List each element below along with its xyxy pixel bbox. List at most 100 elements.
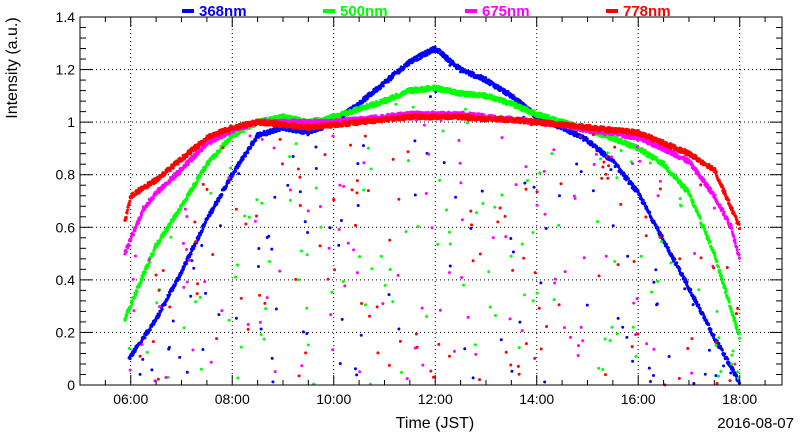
data-point — [330, 290, 334, 294]
data-point — [337, 243, 341, 247]
data-point — [438, 178, 442, 182]
data-point — [577, 344, 580, 348]
data-point — [625, 335, 629, 339]
data-point — [609, 168, 613, 172]
data-point — [318, 205, 322, 209]
data-point — [298, 190, 302, 194]
data-point — [724, 290, 728, 294]
data-point — [260, 137, 264, 141]
data-point — [242, 130, 246, 134]
data-point — [650, 290, 654, 294]
data-point — [288, 188, 292, 192]
series-368nm — [127, 45, 742, 386]
data-point — [366, 146, 370, 150]
data-point — [270, 247, 274, 251]
data-point — [234, 316, 238, 320]
data-point — [188, 192, 192, 196]
data-point — [539, 281, 543, 285]
data-point — [448, 242, 452, 246]
data-point — [413, 193, 417, 197]
data-point — [274, 307, 278, 311]
data-point — [379, 86, 383, 90]
data-point — [504, 93, 508, 97]
data-point — [209, 191, 213, 195]
data-point — [698, 307, 702, 311]
data-point — [354, 367, 358, 371]
data-point — [636, 145, 639, 149]
data-point — [666, 246, 670, 250]
data-point — [471, 376, 475, 380]
data-point — [405, 377, 409, 381]
data-point — [634, 354, 638, 358]
data-point — [703, 372, 707, 376]
data-point — [338, 362, 342, 366]
data-point — [341, 280, 345, 284]
data-point — [647, 366, 651, 370]
data-point — [390, 76, 394, 80]
data-point — [416, 225, 420, 229]
data-point — [314, 145, 318, 149]
data-point — [267, 259, 271, 263]
data-point — [166, 228, 170, 232]
data-point — [259, 333, 263, 337]
data-point — [342, 184, 346, 188]
data-point — [669, 261, 673, 265]
data-point — [581, 339, 585, 343]
data-point — [128, 357, 132, 361]
data-point — [362, 144, 366, 148]
data-point — [146, 263, 150, 267]
data-point — [558, 194, 562, 198]
data-point — [127, 244, 131, 248]
data-point — [717, 342, 721, 346]
data-point — [601, 368, 605, 372]
data-point — [125, 313, 129, 317]
data-point — [626, 254, 630, 258]
data-point — [168, 292, 172, 296]
data-point — [553, 277, 557, 281]
data-point — [465, 121, 469, 125]
data-point — [736, 370, 740, 374]
data-point — [458, 161, 462, 165]
data-point — [652, 347, 656, 351]
data-point — [198, 295, 202, 299]
data-point — [463, 107, 467, 111]
data-point — [427, 152, 431, 156]
data-point — [400, 370, 404, 374]
data-point — [585, 303, 589, 307]
data-point — [484, 76, 488, 80]
data-point — [147, 258, 151, 262]
data-point — [174, 281, 178, 285]
data-point — [362, 188, 366, 192]
data-point — [192, 247, 196, 251]
data-point — [346, 241, 350, 245]
data-point — [328, 226, 332, 230]
data-point — [229, 166, 233, 170]
data-point — [500, 193, 504, 197]
data-point — [306, 209, 310, 213]
data-point — [735, 325, 739, 329]
data-point — [185, 370, 189, 374]
data-point — [189, 294, 193, 298]
data-point — [381, 302, 385, 306]
data-point — [182, 326, 186, 330]
data-point — [656, 279, 660, 283]
data-point — [305, 253, 309, 257]
data-point — [698, 216, 702, 220]
data-point — [679, 204, 683, 208]
data-point — [329, 313, 333, 317]
data-point — [713, 254, 717, 258]
data-point — [424, 89, 428, 93]
data-point — [130, 299, 134, 303]
data-point — [355, 373, 359, 377]
data-point — [143, 336, 147, 340]
data-point — [359, 333, 363, 337]
data-point — [662, 160, 666, 164]
data-point — [510, 369, 514, 373]
data-point — [267, 234, 271, 238]
data-point — [224, 184, 228, 188]
data-point — [463, 347, 467, 351]
data-point — [151, 252, 155, 256]
data-point — [413, 139, 417, 143]
data-point — [124, 250, 128, 254]
data-point — [255, 198, 259, 202]
